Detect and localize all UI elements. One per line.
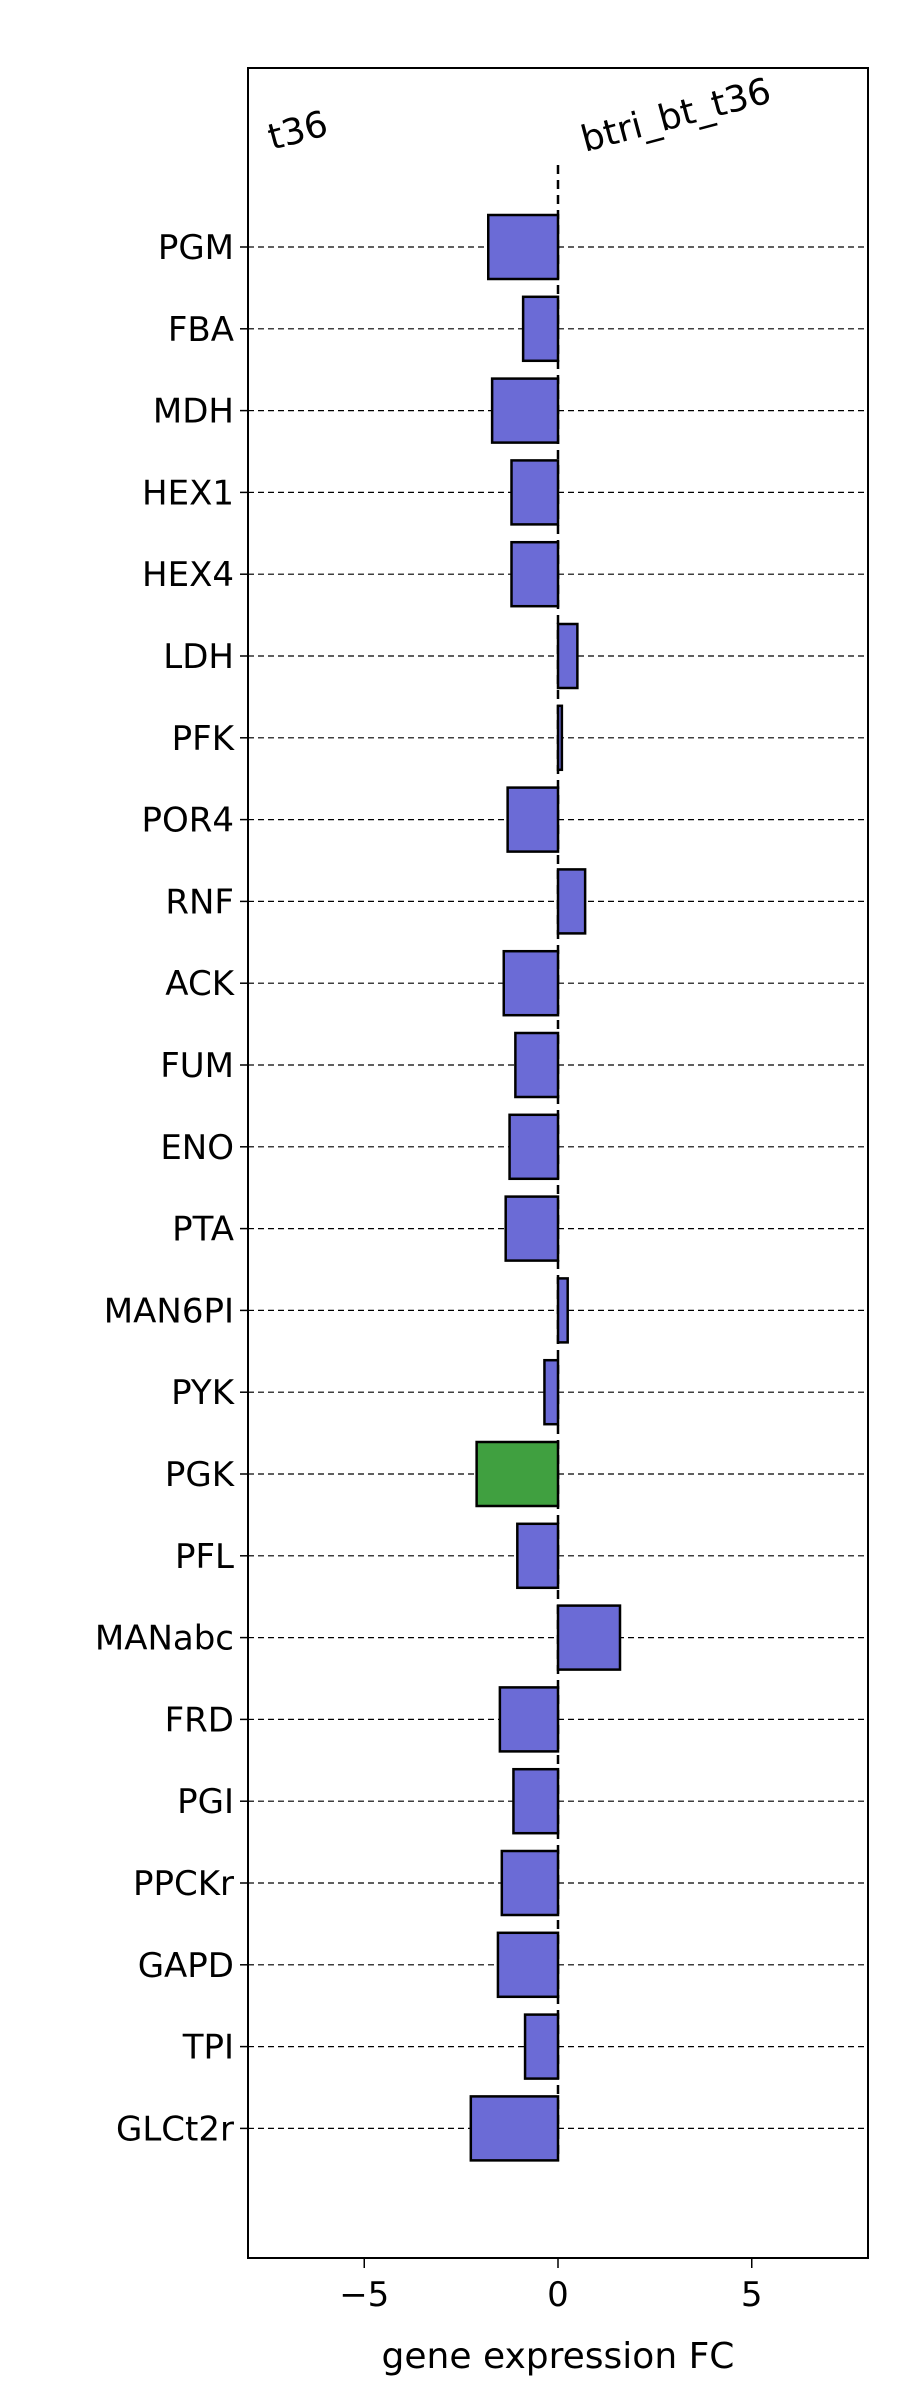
category-label: PFK <box>172 719 236 759</box>
x-axis-ticks: −5 0 5 <box>339 2258 763 2315</box>
category-label: HEX1 <box>142 473 234 513</box>
bars <box>469 213 622 2162</box>
x-tick-label: −5 <box>339 2275 389 2315</box>
category-label: RNF <box>165 882 234 922</box>
category-label: PTA <box>172 1210 234 1250</box>
bar-frd <box>498 1686 560 1753</box>
category-label: PFL <box>175 1537 234 1577</box>
category-label: HEX4 <box>142 555 234 595</box>
category-label: MAN6PI <box>104 1291 234 1331</box>
bar-pfl <box>516 1522 560 1590</box>
bar-tpi <box>523 2013 560 2080</box>
bar-ldh <box>556 622 579 690</box>
bar-manabc <box>556 1604 622 1671</box>
bar-gapd <box>496 1931 560 1999</box>
category-label: FUM <box>160 1046 234 1086</box>
bar-fba <box>521 295 560 363</box>
category-label: MDH <box>153 392 234 432</box>
category-label: PGI <box>177 1782 234 1822</box>
bar-pta <box>504 1195 560 1262</box>
category-label: FBA <box>168 310 234 350</box>
bar-pgm <box>487 213 560 281</box>
bar-fum <box>514 1031 560 1099</box>
category-label: LDH <box>163 637 234 677</box>
category-label: GLCt2r <box>116 2109 234 2149</box>
bar-glct2r <box>469 2095 560 2162</box>
x-tick-label: 5 <box>741 2275 763 2315</box>
category-label: ACK <box>165 964 235 1004</box>
category-label: PGK <box>165 1455 236 1495</box>
category-label: FRD <box>165 1700 234 1740</box>
category-label: GAPD <box>138 1946 234 1986</box>
category-label: POR4 <box>141 801 234 841</box>
category-label: ENO <box>160 1128 234 1168</box>
bar-pgi <box>512 1767 560 1835</box>
category-label: PGM <box>158 228 234 268</box>
y-axis-category-labels: PGM FBA MDH HEX1 HEX4 LDH PFK POR4 RNF ACK FUM ENO P… <box>95 228 248 2149</box>
bar-ack <box>502 949 560 1017</box>
bar-pyk <box>543 1358 560 1426</box>
category-label: PYK <box>171 1373 236 1413</box>
category-label: MANabc <box>95 1619 234 1659</box>
bar-ppckr <box>500 1849 560 1917</box>
bar-por4 <box>506 786 560 853</box>
x-tick-label: 0 <box>547 2275 569 2315</box>
bar-pgk <box>475 1440 560 1508</box>
category-label: TPI <box>182 2028 234 2068</box>
bar-hex1 <box>510 459 560 526</box>
bar-hex4 <box>510 540 560 608</box>
bar-eno <box>508 1113 560 1181</box>
bar-man6pi <box>556 1277 569 1344</box>
x-axis-label: gene expression FC <box>382 2336 735 2377</box>
bar-pfk <box>556 704 564 772</box>
bar-mdh <box>490 377 560 444</box>
category-label: PPCKr <box>133 1864 234 1904</box>
bar-rnf <box>556 868 587 935</box>
